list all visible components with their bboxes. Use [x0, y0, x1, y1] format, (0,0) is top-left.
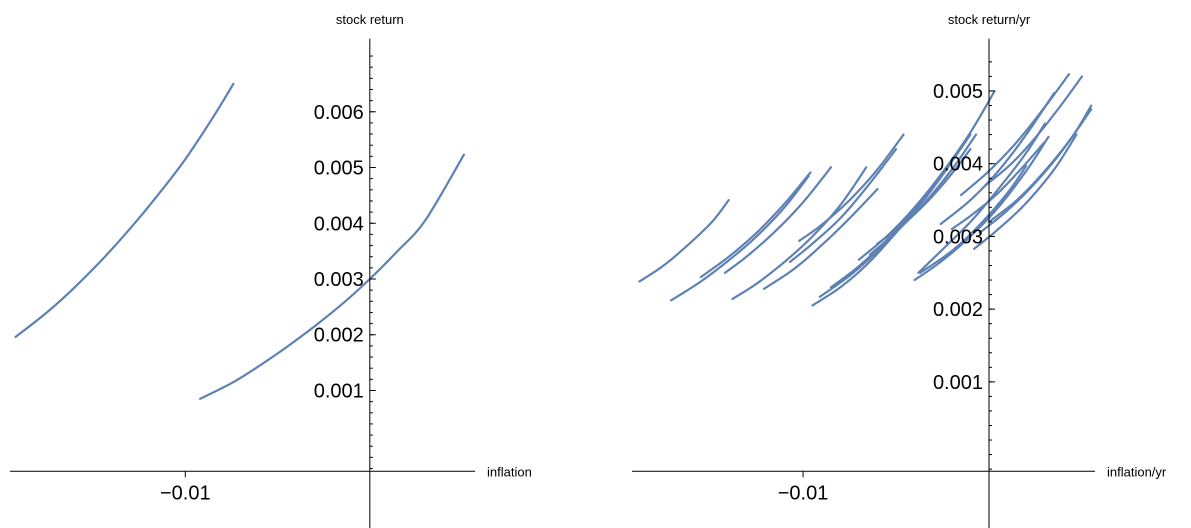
scatter-band-1 — [638, 199, 730, 283]
y-axis-label: stock return/yr — [948, 12, 1031, 27]
scatter-band-22 — [987, 104, 1093, 223]
y-major-ticks-right — [989, 90, 996, 383]
scatter-band-23 — [950, 140, 1046, 231]
chart-left: 0.001 0.002 0.003 0.004 0.005 0.006 −0.0… — [10, 12, 532, 528]
y-tick-label: 0.005 — [933, 81, 983, 103]
y-tick-label: 0.004 — [933, 154, 983, 176]
scatter-band-3 — [699, 171, 812, 279]
scatter-band-15 — [919, 164, 1028, 274]
scatter-band-14 — [913, 135, 1050, 282]
y-tick-label: 0.003 — [314, 269, 364, 291]
x-axis-label: inflation — [487, 464, 532, 479]
scatter-band-4 — [723, 166, 833, 274]
y-tick-label: 0.001 — [933, 372, 983, 394]
y-tick-label: 0.005 — [314, 158, 364, 180]
y-minor-ticks-left — [369, 55, 373, 470]
scatter-band-18 — [917, 122, 1046, 274]
curve-2 — [199, 153, 465, 400]
scatter-band-17 — [960, 73, 1071, 197]
y-axis-label: stock return — [336, 12, 404, 27]
scatter-band-8 — [798, 133, 905, 242]
plot-area-left — [14, 82, 465, 400]
y-tick-label: 0.004 — [314, 213, 364, 235]
y-major-ticks-left — [369, 111, 376, 391]
scatter-band-5 — [731, 166, 868, 301]
scatter-band-24 — [876, 148, 972, 245]
y-tick-label: 0.002 — [314, 325, 364, 347]
x-tick-label: −0.01 — [160, 482, 211, 504]
chart-right: 0.001 0.002 0.003 0.004 0.005 −0.01 infl… — [632, 12, 1167, 528]
y-tick-label: 0.003 — [933, 226, 983, 248]
plot-area-right — [638, 73, 1093, 307]
x-tick-label: −0.01 — [778, 482, 829, 504]
scatter-band-16 — [939, 92, 1056, 226]
scatter-band-6 — [762, 188, 879, 290]
scatter-band-2 — [669, 175, 810, 302]
scatter-band-20 — [978, 108, 1093, 234]
x-axis-label: inflation/yr — [1107, 464, 1167, 479]
curve-1 — [14, 82, 235, 339]
scatter-band-21 — [984, 75, 1084, 187]
y-tick-label: 0.006 — [314, 102, 364, 124]
scatter-band-7 — [789, 148, 898, 263]
y-tick-label: 0.001 — [314, 380, 364, 402]
y-tick-label: 0.002 — [933, 299, 983, 321]
